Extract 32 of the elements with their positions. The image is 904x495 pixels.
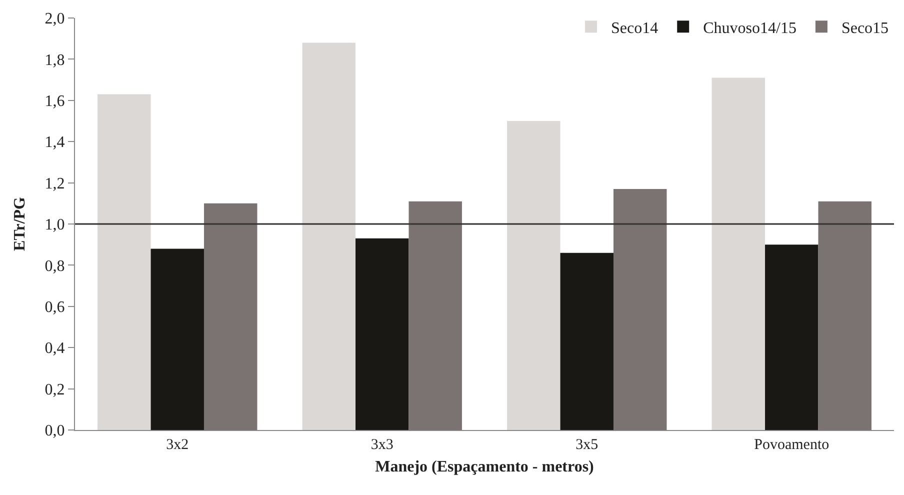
x-tick-label: 3x5 — [576, 437, 598, 453]
y-tick-label: 0,2 — [44, 381, 65, 398]
y-tick-label: 1,6 — [44, 93, 65, 110]
bar — [765, 244, 818, 430]
y-tick-label: 1,4 — [44, 134, 65, 152]
x-tick-label: 3x2 — [166, 437, 189, 453]
x-tick-label: Povoamento — [754, 437, 830, 453]
bar — [818, 201, 872, 430]
y-tick-label: 0,4 — [44, 340, 65, 358]
y-tick-label: 2,0 — [44, 10, 65, 28]
bar — [150, 248, 204, 430]
bar — [613, 188, 667, 430]
y-tick-label: 1,8 — [44, 52, 65, 69]
bar — [507, 121, 560, 430]
bar — [302, 42, 356, 430]
bar — [712, 78, 766, 430]
y-tick-label: 1,2 — [44, 175, 65, 192]
bar — [356, 238, 409, 430]
y-tick-label: 0,0 — [44, 422, 65, 440]
legend-label: Seco15 — [841, 20, 889, 37]
y-axis-title: ETr/PG — [12, 196, 29, 251]
bar — [408, 201, 462, 430]
x-axis-title: Manejo (Espaçamento - metros) — [375, 458, 594, 476]
x-tick-label: 3x3 — [370, 437, 394, 453]
bar — [560, 252, 614, 430]
bar — [204, 203, 258, 430]
legend-label: Chuvoso14/15 — [703, 20, 796, 37]
y-tick-label: 1,0 — [44, 216, 65, 234]
bar — [98, 94, 151, 430]
y-tick-label: 0,6 — [44, 299, 65, 316]
y-tick-label: 0,8 — [44, 258, 65, 275]
legend-label: Seco14 — [611, 20, 658, 37]
